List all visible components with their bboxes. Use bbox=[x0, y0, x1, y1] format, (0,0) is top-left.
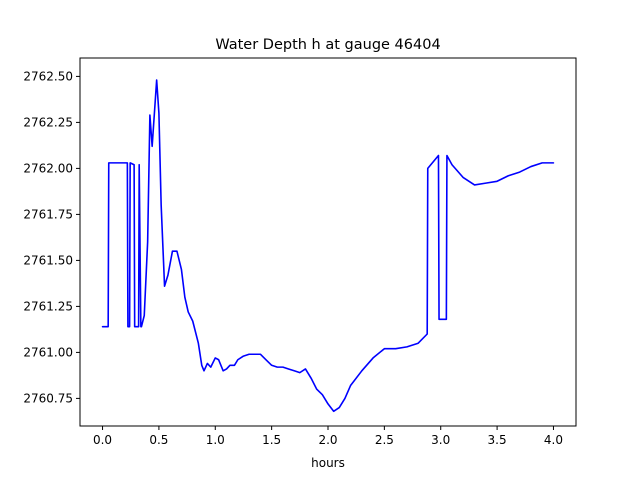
y-tick-label: 2761.25 bbox=[23, 299, 73, 313]
plot-series bbox=[101, 79, 555, 413]
x-tick-label: 2.5 bbox=[375, 433, 394, 447]
series-line-water-depth bbox=[101, 79, 555, 413]
y-tick-label: 2761.75 bbox=[23, 207, 73, 221]
plot-frame bbox=[79, 57, 577, 427]
y-tick-label: 2762.50 bbox=[23, 69, 73, 83]
x-tick-label: 3.5 bbox=[488, 433, 507, 447]
x-tick-label: 3.0 bbox=[431, 433, 450, 447]
y-tick-label: 2761.50 bbox=[23, 253, 73, 267]
x-tick-label: 0.5 bbox=[149, 433, 168, 447]
y-tick-label: 2762.00 bbox=[23, 161, 73, 175]
y-tick-label: 2761.00 bbox=[23, 345, 73, 359]
x-axis: 0.0 0.5 1.0 1.5 2.0 2.5 3.0 3.5 4.0 bbox=[93, 426, 563, 447]
x-tick-label: 2.0 bbox=[318, 433, 337, 447]
x-tick-label: 1.5 bbox=[262, 433, 281, 447]
y-tick-label: 2762.25 bbox=[23, 115, 73, 129]
x-tick-label: 1.0 bbox=[206, 433, 225, 447]
x-tick-label: 0.0 bbox=[93, 433, 112, 447]
y-tick-label: 2760.75 bbox=[23, 391, 73, 405]
x-tick-label: 4.0 bbox=[544, 433, 563, 447]
x-axis-label: hours bbox=[311, 456, 345, 470]
y-axis: 2760.75 2761.00 2761.25 2761.50 2761.75 2762.… bbox=[23, 69, 80, 405]
chart-title: Water Depth h at gauge 46404 bbox=[215, 37, 440, 53]
